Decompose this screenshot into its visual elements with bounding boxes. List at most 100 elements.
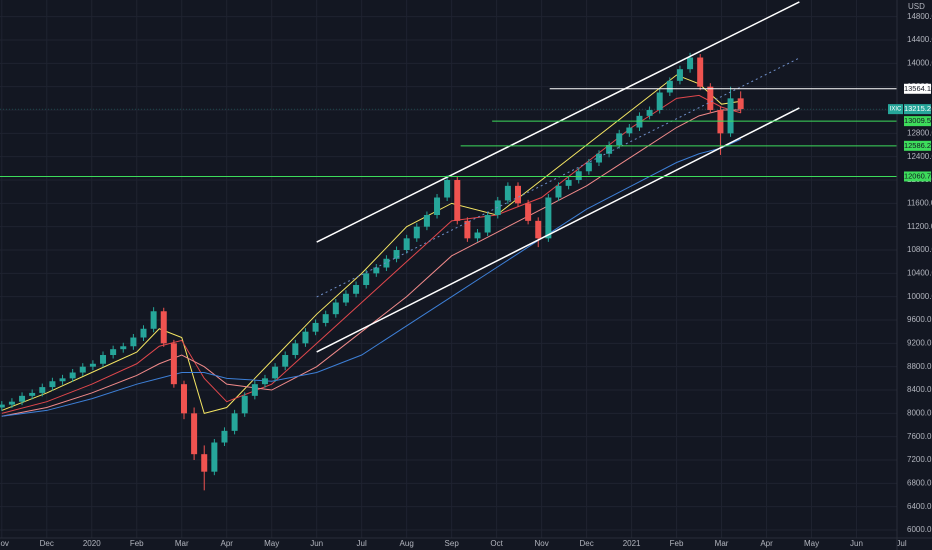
candle-body: [717, 110, 724, 134]
level-price-tag-box: [904, 116, 931, 127]
x-tick-label: Mar: [175, 539, 189, 548]
level-price-tag: 13564.1: [904, 84, 931, 93]
y-tick-label: 10000.0: [907, 292, 932, 301]
y-tick-label: 14800.0: [907, 12, 932, 21]
candle-body: [687, 57, 694, 70]
candle-body: [504, 185, 511, 201]
candle-body: [575, 171, 582, 181]
candle-body: [201, 454, 208, 472]
candle-body: [353, 285, 360, 294]
candle-body: [110, 349, 117, 356]
candle-body: [595, 153, 602, 163]
level-price-tag-box: [904, 140, 931, 151]
x-tick-label: May: [264, 539, 279, 548]
level-price-tag-box: [904, 83, 931, 94]
candle-body: [292, 343, 299, 356]
candle-body: [261, 378, 268, 385]
candle-body: [160, 311, 167, 344]
x-tick-label: Apr: [220, 539, 233, 548]
x-tick-label: Jun: [310, 539, 323, 548]
level-price-tag-box: [904, 171, 931, 182]
candle-body: [666, 80, 673, 93]
candle-body: [707, 86, 714, 111]
y-tick-label: 8400.0: [907, 385, 932, 394]
candle-body: [697, 57, 704, 87]
x-tick-label: Jul: [896, 539, 906, 548]
y-tick-label: 7600.0: [907, 432, 932, 441]
x-tick-label: Sep: [445, 539, 460, 548]
y-tick-label: 6000.0: [907, 525, 932, 534]
candle-body: [535, 220, 542, 239]
candle-body: [191, 413, 198, 455]
candle-body: [423, 215, 430, 227]
candle-body: [727, 98, 734, 134]
candle-body: [241, 395, 248, 414]
x-tick-label: Mar: [715, 539, 729, 548]
y-tick-label: 7200.0: [907, 455, 932, 464]
candle-body: [656, 92, 663, 111]
candle-body: [211, 442, 218, 472]
x-tick-label: Jul: [357, 539, 367, 548]
y-tick-label: 8800.0: [907, 362, 932, 371]
x-tick-label: 2021: [623, 539, 641, 548]
y-tick-label: 14400.0: [907, 35, 932, 44]
level-price-tag: 13009.5: [904, 116, 931, 125]
y-tick-label: 10800.0: [907, 245, 932, 254]
candle-body: [272, 366, 279, 379]
candle-body: [444, 180, 451, 198]
x-tick-label: Oct: [490, 539, 503, 548]
candle-body: [79, 366, 86, 373]
plot-area: [0, 0, 897, 538]
candle-body: [221, 430, 228, 443]
last-price-tag-box: [904, 104, 931, 115]
y-tick-label: 9200.0: [907, 338, 932, 347]
candle-body: [89, 363, 96, 367]
last-price-tag: 13215.2: [904, 104, 931, 113]
symbol-label: IXIC: [890, 107, 902, 113]
candle-body: [434, 197, 441, 216]
currency-label: USD: [908, 2, 925, 11]
x-tick-label: Feb: [670, 539, 684, 548]
candle-body: [555, 185, 562, 198]
candle-body: [180, 384, 187, 414]
x-tick-label: Aug: [400, 539, 414, 548]
symbol-box: [888, 104, 903, 115]
candle-body: [525, 203, 532, 221]
candle-body: [636, 115, 643, 128]
candle-body: [737, 98, 744, 110]
candle-body: [373, 267, 380, 274]
candle-body: [0, 404, 5, 408]
candle-body: [454, 180, 461, 221]
y-tick-label: 6400.0: [907, 502, 932, 511]
candle-body: [59, 378, 66, 382]
level-price-tag: 12586.2: [904, 141, 931, 150]
candle-body: [565, 180, 572, 186]
candle-body: [100, 355, 107, 364]
candle-body: [515, 185, 522, 204]
candle-body: [302, 331, 309, 344]
candle-body: [626, 127, 633, 134]
x-tick-label: Jun: [850, 539, 863, 548]
y-tick-label: 11200.0: [907, 222, 932, 231]
candle-body: [413, 226, 420, 239]
x-tick-label: Dec: [40, 539, 54, 548]
trend-channel: [316, 107, 800, 353]
x-tick-label: Nov: [535, 539, 549, 548]
candle-body: [120, 346, 127, 350]
y-tick-label: 12400.0: [907, 152, 932, 161]
candle-body: [251, 384, 258, 396]
x-tick-label: Feb: [130, 539, 144, 548]
x-tick-label: Apr: [760, 539, 773, 548]
y-tick-label: 9600.0: [907, 315, 932, 324]
moving-average: [1, 109, 741, 417]
candle-body: [585, 162, 592, 172]
candle-body: [39, 387, 46, 393]
candle-body: [363, 273, 370, 286]
x-tick-label: Dec: [579, 539, 593, 548]
candle-body: [342, 293, 349, 303]
candle-body: [140, 328, 147, 338]
candle-body: [150, 311, 157, 329]
x-tick-label: Nov: [0, 539, 9, 548]
